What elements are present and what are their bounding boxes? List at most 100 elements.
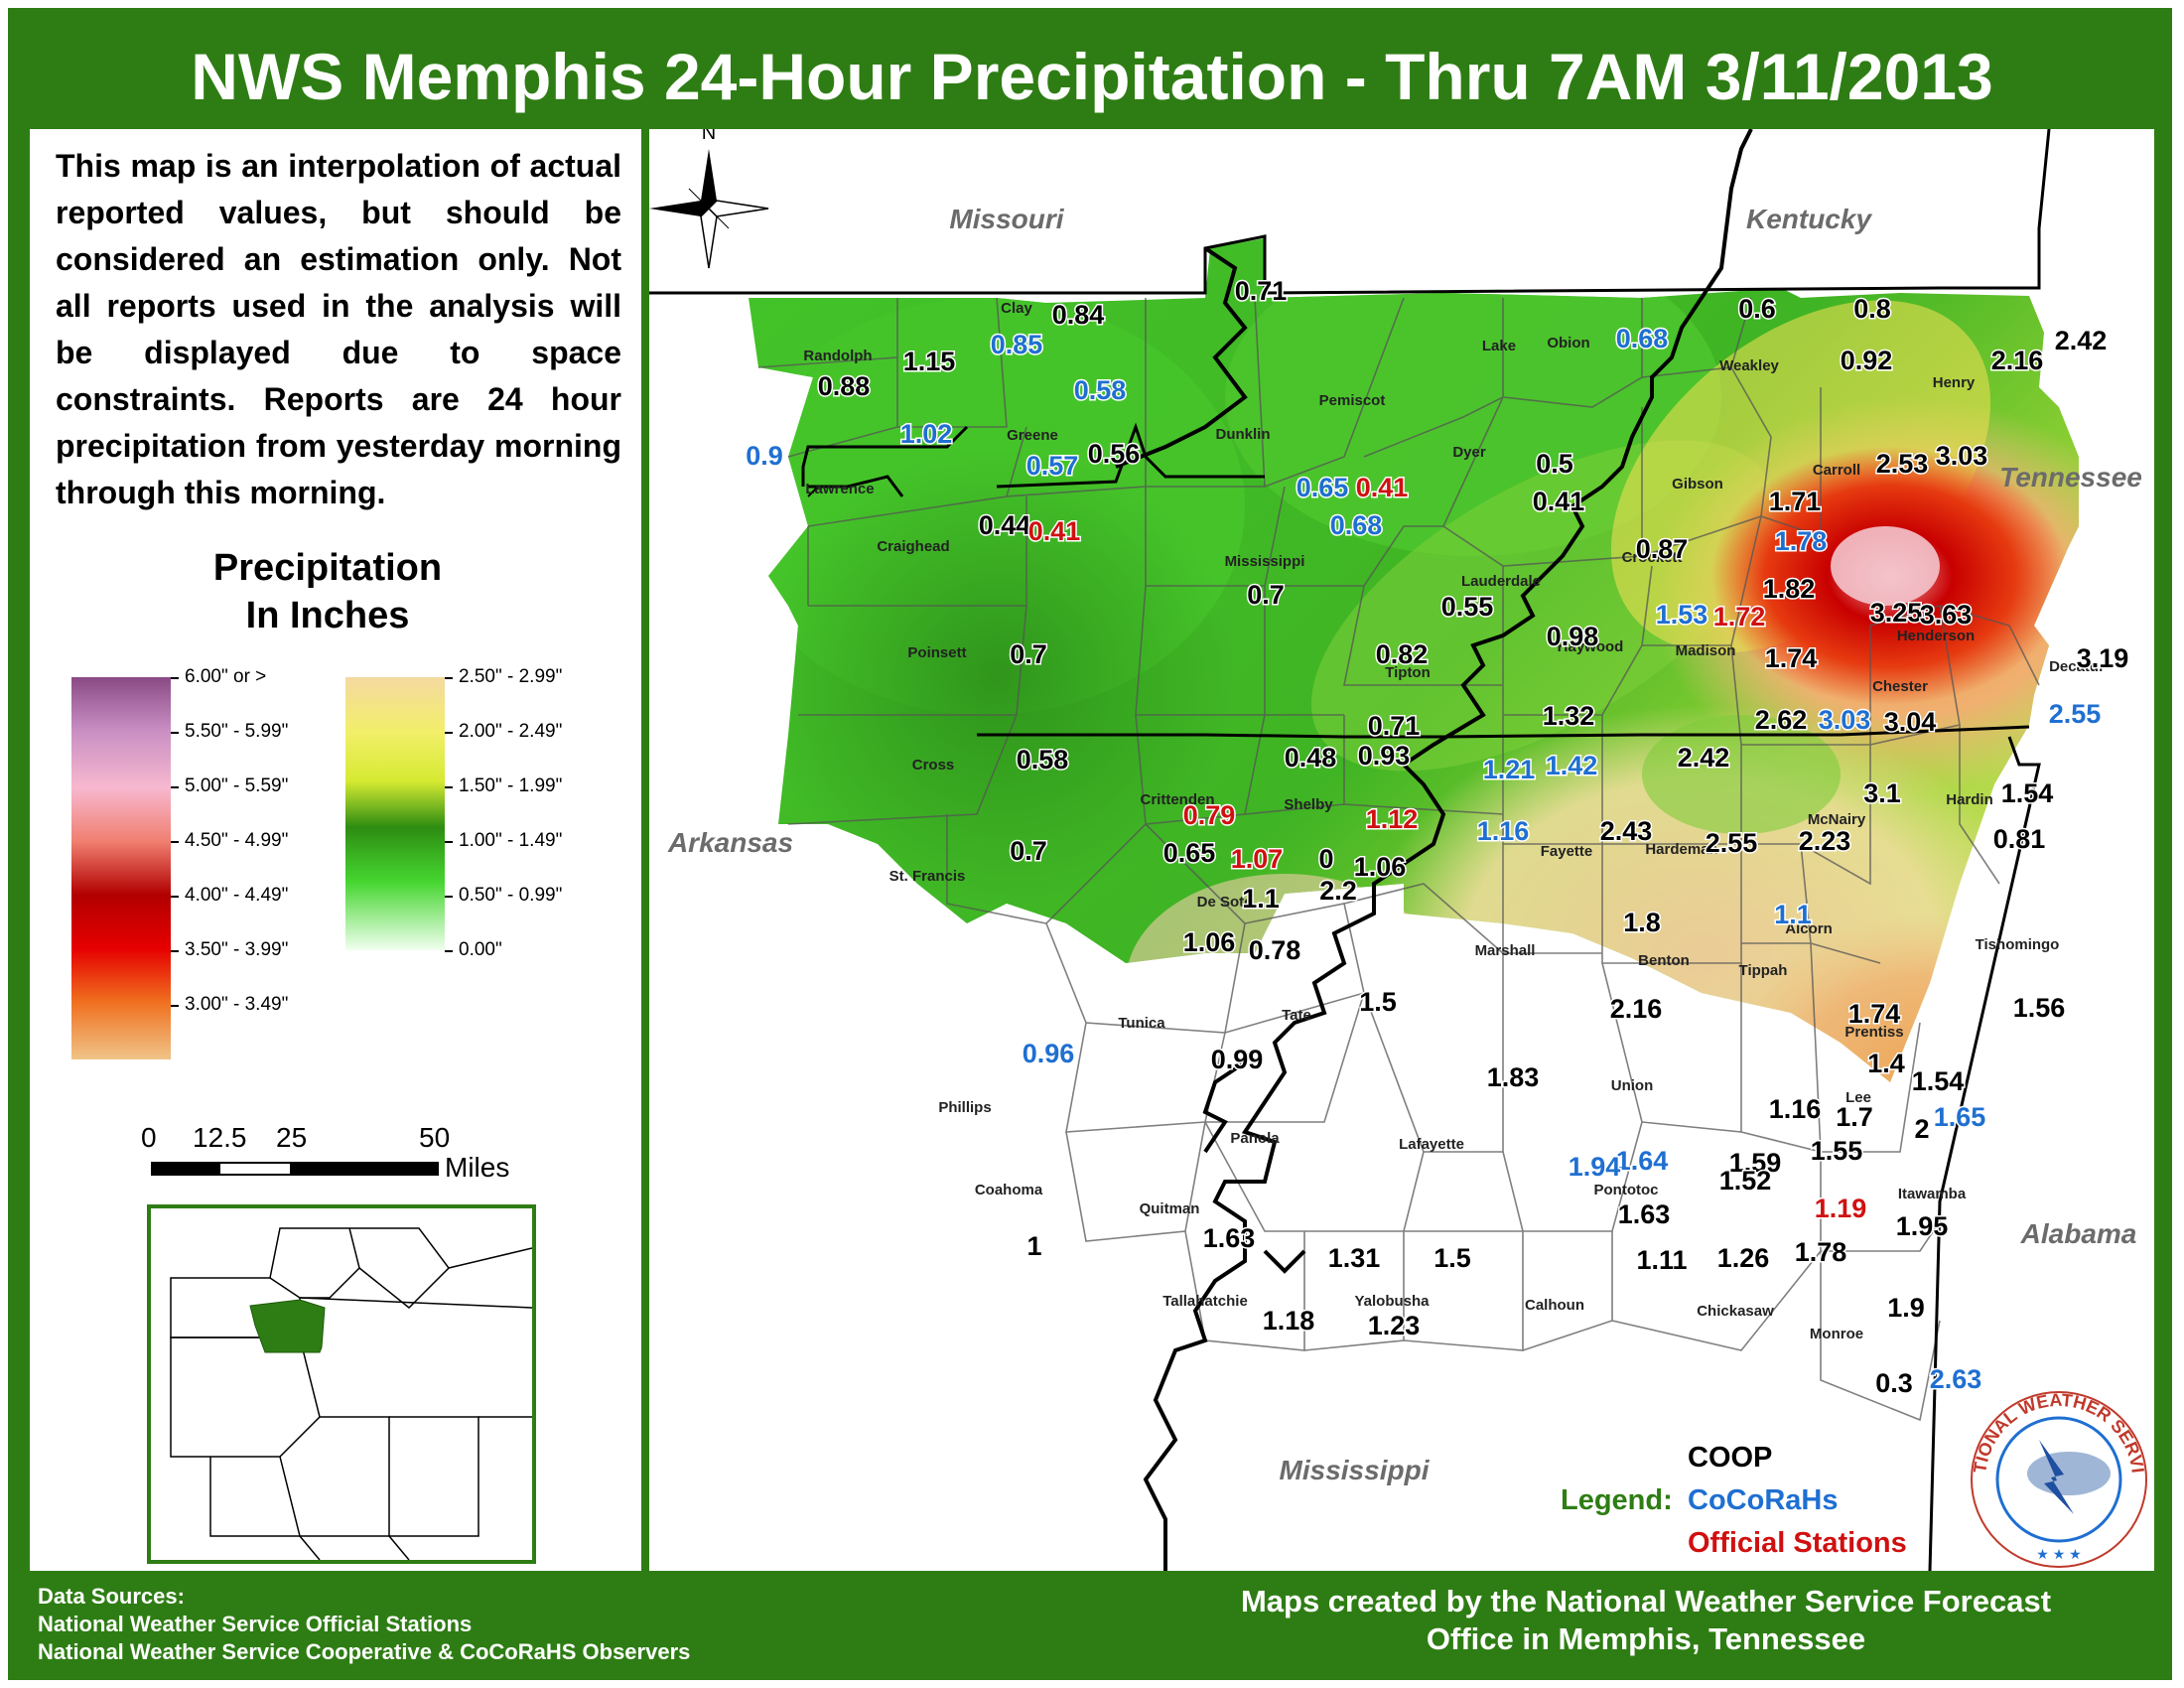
county-label: Monroe	[1810, 1326, 1863, 1342]
observation-value-coop: 0	[1318, 844, 1333, 874]
north-label: N	[702, 129, 716, 144]
observation-value-coop: 1.52	[1719, 1166, 1772, 1196]
observation-value-coop: 1.8	[1623, 908, 1661, 937]
legend-title-line1: Precipitation	[212, 547, 443, 589]
ramp-high-tick	[171, 732, 179, 734]
county-label: Henderson	[1897, 628, 1975, 644]
footer-left-line1: Data Sources:	[38, 1584, 185, 1609]
observation-value-cocorahs: 1.1	[1774, 900, 1812, 929]
bootheel-boundary	[996, 422, 1265, 489]
observation-value-cocorahs: 0.68	[1616, 324, 1669, 353]
observation-value-coop: 0.7	[1247, 580, 1285, 610]
county-label: Carroll	[1813, 462, 1860, 479]
county-label: Mississippi	[1225, 553, 1305, 570]
scale-segment-3	[290, 1162, 439, 1176]
county-label: Obion	[1547, 335, 1589, 352]
footer-credit: Maps created by the National Weather Ser…	[1150, 1583, 2142, 1658]
county-label: Haywood	[1558, 638, 1624, 655]
scale-label-12-5: 12.5	[193, 1122, 247, 1153]
ramp-high-label: 6.00" or >	[185, 666, 267, 687]
county-label: Madison	[1676, 642, 1736, 659]
ramp-high-tick	[171, 677, 179, 679]
observation-value-coop: 3.25	[1870, 598, 1923, 628]
state-label-tennessee: Tennessee	[1999, 462, 2142, 492]
observation-value-coop: 0.81	[1993, 824, 2046, 854]
observation-value-coop: 1.5	[1359, 987, 1397, 1017]
observation-value-coop: 0.65	[1163, 838, 1216, 868]
logo-stars-icon: ★ ★ ★	[2036, 1546, 2081, 1562]
observation-value-coop: 3.19	[2077, 643, 2129, 673]
county-label: Hardin	[1946, 791, 1993, 808]
observation-value-coop: 1.95	[1896, 1211, 1949, 1241]
ramp-low-label: 0.50" - 0.99"	[459, 885, 563, 906]
state-label-missouri: Missouri	[949, 204, 1064, 234]
observation-value-coop: 1.55	[1811, 1136, 1863, 1166]
observation-value-coop: 0.93	[1358, 741, 1411, 771]
observation-value-coop: 1.15	[903, 347, 956, 376]
observation-value-coop: 1.06	[1183, 927, 1236, 957]
observation-value-cocorahs: 2.63	[1930, 1364, 1982, 1394]
mississippi-river	[1143, 129, 1753, 1571]
inset-highlight-region	[249, 1299, 326, 1353]
observation-value-coop: 3.63	[1920, 600, 1973, 630]
observation-value-coop: 1.06	[1354, 852, 1407, 882]
observation-value-coop: 1.16	[1769, 1094, 1822, 1124]
observation-value-official: 1.72	[1713, 602, 1766, 632]
ramp-high-tick	[171, 896, 179, 898]
state-labels: Missouri Kentucky Tennessee Arkansas Mis…	[667, 204, 2142, 1485]
observation-value-coop: 0.56	[1088, 439, 1141, 469]
state-label-kentucky: Kentucky	[1746, 204, 1872, 234]
observation-value-cocorahs: 1.65	[1934, 1102, 1986, 1132]
county-label: Greene	[1007, 427, 1058, 444]
color-ramp-low	[345, 677, 445, 950]
observation-value-cocorahs: 1.02	[900, 419, 953, 449]
county-label: Cross	[912, 757, 955, 774]
county-label: Decatur	[2049, 658, 2105, 675]
north-arrow-icon	[649, 149, 769, 269]
scale-bar: 0 12.5 25 50 Miles	[30, 1122, 625, 1183]
ramp-high-tick	[171, 1005, 179, 1007]
ramp-low-label: 1.50" - 1.99"	[459, 775, 563, 796]
ramp-high-label: 3.50" - 3.99"	[185, 939, 289, 960]
county-label: Tate	[1282, 1007, 1311, 1024]
county-labels: Clay Randolph Greene Lawrence Dunklin Pemisco…	[803, 300, 2105, 1342]
observation-value-cocorahs: 0.96	[1023, 1039, 1075, 1068]
observation-value-coop: 0.48	[1285, 743, 1337, 773]
observation-value-coop: 2.53	[1876, 449, 1929, 479]
county-label: Lafayette	[1399, 1136, 1464, 1153]
observation-value-coop: 2.2	[1319, 876, 1357, 906]
observation-value-coop: 1.83	[1487, 1062, 1540, 1092]
county-label: Quitman	[1140, 1200, 1200, 1217]
ramp-low-tick	[445, 677, 453, 679]
observation-value-coop: 1.63	[1203, 1223, 1256, 1253]
observation-value-coop: 1.74	[1848, 999, 1901, 1029]
observation-value-coop: 1.32	[1543, 701, 1595, 731]
county-label: Phillips	[938, 1099, 991, 1116]
ramp-low-label: 1.00" - 1.49"	[459, 830, 563, 851]
observation-value-coop: 1.74	[1765, 643, 1818, 673]
observation-value-coop: 2.16	[1610, 994, 1663, 1024]
color-ramp-high	[71, 677, 171, 1059]
ramp-low-label: 2.00" - 2.49"	[459, 721, 563, 742]
scale-label-0: 0	[141, 1122, 157, 1153]
ramp-low-tick	[445, 896, 453, 898]
county-label: McNairy	[1808, 811, 1866, 828]
observation-value-coop: 1.82	[1763, 574, 1816, 604]
observation-value-coop: 0.6	[1738, 294, 1776, 324]
county-label: Tunica	[1118, 1015, 1165, 1032]
observation-value-cocorahs: 0.58	[1074, 375, 1127, 405]
county-label: Union	[1611, 1077, 1654, 1094]
observation-value-coop: 0.5	[1536, 449, 1573, 479]
county-label: Benton	[1638, 952, 1690, 969]
observation-value-cocorahs: 1.42	[1546, 751, 1598, 780]
observation-value-coop: 1.71	[1769, 487, 1822, 516]
footer: Data Sources: National Weather Service O…	[30, 1575, 2154, 1666]
observation-value-cocorahs: 1.53	[1656, 600, 1708, 630]
ramp-high-label: 4.50" - 4.99"	[185, 830, 289, 851]
observation-value-coop: 1.56	[2013, 993, 2066, 1023]
inset-map-svg	[170, 1227, 532, 1560]
county-label: Yalobusha	[1354, 1293, 1430, 1310]
county-label: Hardeman	[1645, 841, 1717, 858]
state-label-alabama: Alabama	[2020, 1218, 2137, 1249]
